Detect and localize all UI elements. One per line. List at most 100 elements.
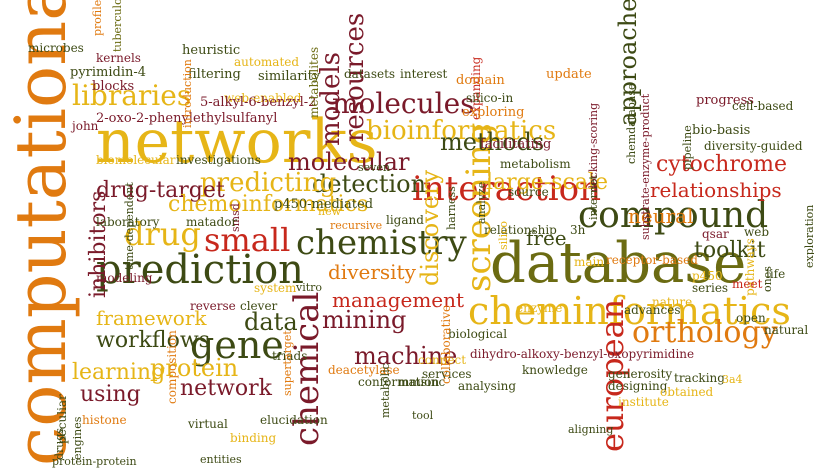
cloud-word: analyze	[475, 181, 488, 224]
cloud-word: interest	[400, 67, 448, 81]
cloud-word: institute	[618, 395, 669, 409]
cloud-word: automated	[234, 55, 300, 69]
cloud-word: profile	[91, 0, 104, 36]
cloud-word: collaborative	[439, 304, 453, 384]
cloud-word: networks	[96, 107, 378, 177]
cloud-word: diversity-guided	[704, 139, 803, 153]
cloud-word: main	[574, 255, 605, 269]
cloud-word: ones	[761, 266, 774, 292]
cloud-word: investigations	[176, 153, 261, 167]
cloud-word: dihydro-alkoxy-benzyl-oxopyrimidine	[470, 347, 695, 361]
cloud-word: qsar	[702, 227, 729, 241]
cloud-word: tool	[412, 409, 434, 422]
cloud-word: heuristic	[182, 43, 241, 58]
cloud-word: silico	[497, 221, 510, 250]
cloud-word: kernels	[96, 51, 141, 65]
cloud-word: relationship	[484, 223, 557, 237]
cloud-word: services	[422, 367, 472, 381]
cloud-word: filtering	[188, 67, 241, 82]
cloud-word: seven	[358, 161, 390, 174]
cloud-word: mining	[322, 306, 407, 334]
cloud-word: introduction	[181, 59, 194, 128]
cloud-word: 3a4	[722, 373, 743, 386]
cloud-word: toolkit	[694, 238, 766, 263]
cloud-word: network	[180, 376, 272, 401]
cloud-word: receptor-based	[606, 253, 698, 267]
cloud-word: matador	[186, 215, 238, 229]
cloud-word: triads	[272, 349, 308, 363]
cloud-word: datasets	[344, 67, 396, 81]
cloud-word: laboratory	[96, 215, 160, 229]
cloud-word: knowledge	[522, 363, 588, 377]
cloud-word: facilitating	[480, 137, 552, 152]
cloud-word: molecular	[288, 148, 410, 176]
cloud-word: designing	[608, 379, 668, 393]
cloud-word: drugs	[53, 427, 66, 460]
cloud-word: engines	[71, 416, 84, 460]
cloud-word: prediction	[96, 247, 304, 293]
cloud-word: reverse	[190, 299, 236, 313]
cloud-word: compound	[578, 195, 769, 236]
cloud-word: bioinformatics	[366, 116, 557, 146]
cloud-word: methods	[440, 128, 545, 156]
cloud-word: update	[546, 67, 592, 82]
cloud-word: aligning	[568, 423, 614, 436]
cloud-word: series	[692, 281, 729, 295]
cloud-word: biomolecular	[96, 153, 176, 167]
cloud-word: domain	[456, 73, 505, 88]
cloud-word: supertarget	[281, 330, 294, 396]
cloud-word: obtained	[660, 385, 714, 399]
cloud-word: web	[744, 225, 770, 239]
cloud-word: recursive	[330, 219, 383, 232]
cloud-word: system	[254, 281, 297, 295]
cloud-word: p450	[692, 269, 723, 283]
cloud-word: elucidation	[260, 413, 328, 427]
cloud-word: detection	[312, 170, 427, 198]
cloud-word: composition	[165, 330, 179, 404]
cloud-word: drug	[124, 215, 201, 253]
cloud-word: bio-basis	[692, 123, 751, 138]
cloud-word: biological	[448, 327, 508, 341]
cloud-word: libraries	[72, 79, 192, 112]
cloud-word: similarity	[258, 69, 321, 84]
cloud-word: generosity	[608, 367, 673, 381]
cloud-word: ligand	[386, 213, 424, 227]
cloud-word: machine	[354, 342, 458, 370]
cloud-word: predicting	[200, 168, 337, 198]
cloud-word: life	[766, 267, 786, 281]
cloud-word: open	[736, 311, 766, 325]
cloud-word: management	[332, 288, 465, 312]
cloud-word: exploring	[462, 105, 525, 120]
cloud-word: source	[508, 185, 549, 199]
cloud-word: progress	[696, 93, 754, 108]
cloud-word: histone	[82, 413, 127, 427]
cloud-word: database	[490, 231, 747, 296]
cloud-word: harness	[445, 186, 458, 230]
cloud-word: enzyme	[516, 301, 563, 315]
cloud-word: using	[80, 382, 141, 407]
cloud-word: learning	[72, 360, 166, 385]
cloud-word: tracking	[674, 371, 725, 385]
cloud-word: metabolic	[379, 363, 392, 418]
cloud-word: cheminformatics	[468, 289, 791, 333]
cloud-word: molecules	[332, 87, 475, 120]
cloud-word: pyrimidin-4	[70, 65, 147, 80]
cloud-word: p450-mediated	[274, 197, 374, 212]
cloud-word: workflows	[96, 328, 210, 353]
cloud-word: drug-target	[96, 178, 225, 203]
cloud-word: cytochrome	[656, 152, 787, 177]
cloud-word: meet	[732, 277, 763, 291]
cloud-word: internet	[587, 175, 600, 220]
cloud-word: blocks	[92, 79, 135, 94]
cloud-word: orthology	[632, 315, 778, 350]
cloud-word: substrate-enzyme-product	[639, 93, 652, 240]
cloud-word: metabolites	[307, 46, 321, 118]
cloud-word: virtual	[188, 417, 228, 431]
cloud-word: neural	[628, 204, 694, 228]
cloud-word: 3h	[570, 223, 586, 237]
cloud-word: chemistry	[296, 223, 467, 263]
cloud-word: web-enabled	[224, 91, 302, 105]
cloud-word: small	[204, 221, 291, 259]
cloud-word: relationships	[650, 178, 782, 202]
